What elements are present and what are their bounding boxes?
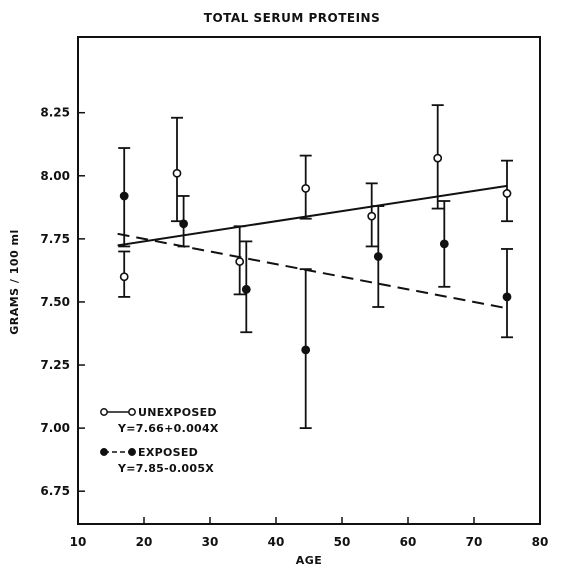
x-tick-label: 60 — [400, 535, 417, 549]
legend-marker-unexposed — [128, 408, 136, 416]
plot-content: 10 20 30 40 50 60 70 80 6.75 7.00 7.25 7.50 7.75 8.00… — [40, 104, 549, 549]
legend-marker-exposed — [128, 448, 136, 456]
legend-marker-exposed — [100, 448, 108, 456]
x-tick-label: 20 — [136, 535, 153, 549]
data-point-exposed — [119, 191, 129, 201]
data-point-exposed — [373, 252, 383, 261]
x-tick-label: 30 — [202, 535, 219, 549]
y-tick-label: 7.50 — [40, 295, 70, 309]
x-tick-label: 40 — [268, 535, 285, 549]
data-point-unexposed — [433, 153, 443, 163]
y-tick-label: 8.00 — [40, 169, 70, 183]
y-tick-label: 7.75 — [40, 232, 70, 246]
data-point-unexposed — [301, 183, 311, 193]
fit-line-exposed — [117, 232, 508, 310]
legend-label-exposed: EXPOSED — [138, 446, 198, 459]
legend: UNEXPOSED Y=7.66+0.004X EXPOSED Y=7.85-0.00… — [100, 406, 219, 475]
chart-title: TOTAL SERUM PROTEINS — [204, 11, 380, 25]
legend-equation-unexposed: Y=7.66+0.004X — [117, 422, 219, 435]
y-tick-label: 8.25 — [40, 106, 70, 120]
data-point-unexposed — [367, 211, 377, 221]
x-tick-label: 50 — [334, 535, 351, 549]
plot-frame — [77, 36, 541, 525]
data-point-exposed — [179, 219, 188, 229]
x-axis-label: AGE — [296, 554, 323, 567]
legend-equation-exposed: Y=7.85-0.005X — [117, 462, 214, 475]
y-tick-label: 6.75 — [40, 484, 70, 498]
y-axis-label: GRAMS / 100 ml — [8, 229, 21, 335]
fit-line-unexposed — [117, 184, 508, 247]
y-tick-label: 7.25 — [40, 358, 70, 372]
data-point-unexposed — [172, 168, 182, 178]
x-tick-label: 70 — [466, 535, 483, 549]
x-tick-label: 80 — [532, 535, 549, 549]
legend-label-unexposed: UNEXPOSED — [138, 406, 217, 419]
data-point-exposed — [502, 292, 512, 302]
y-tick-label: 7.00 — [40, 421, 70, 435]
data-point-exposed — [439, 239, 449, 249]
data-point-exposed — [301, 345, 311, 355]
x-tick-label: 10 — [70, 535, 87, 549]
data-point-unexposed — [235, 257, 245, 266]
data-point-unexposed — [119, 272, 129, 282]
data-point-exposed — [241, 284, 251, 294]
data-point-unexposed — [502, 189, 512, 198]
legend-marker-unexposed — [100, 408, 108, 416]
